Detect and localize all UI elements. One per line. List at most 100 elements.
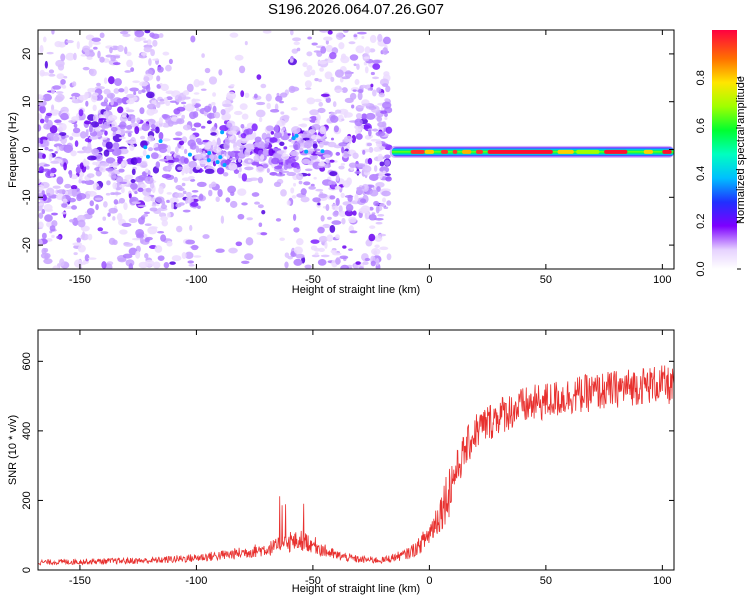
heatmap-cell <box>369 189 379 197</box>
heatmap-cell <box>307 36 312 40</box>
heatmap-cell <box>46 51 54 55</box>
y-tick-label: -10 <box>21 189 33 205</box>
heatmap-cell <box>287 133 291 136</box>
heatmap-cell <box>140 135 146 140</box>
colorbar-gradient <box>712 30 737 269</box>
heatmap-cell <box>158 186 164 195</box>
heatmap-cell <box>340 192 345 198</box>
heatmap-cell <box>142 213 149 217</box>
heatmap-cell <box>147 135 155 142</box>
heatmap-cell <box>185 239 195 245</box>
heatmap-cell <box>100 231 109 235</box>
heatmap-cell <box>266 168 270 173</box>
heatmap-cell <box>289 58 294 63</box>
heatmap-cell <box>96 185 102 191</box>
heatmap-cell <box>100 137 108 140</box>
heatmap-cell <box>348 41 356 45</box>
x-tick-label: -150 <box>69 274 91 286</box>
heatmap-cell <box>171 255 182 262</box>
heatmap-cell <box>264 143 269 148</box>
heatmap-cell <box>130 157 138 166</box>
heatmap-cell <box>124 46 128 55</box>
heatmap-cell <box>359 198 367 204</box>
heatmap-cell <box>41 209 46 215</box>
heatmap-cell <box>319 67 324 72</box>
heatmap-cell <box>149 32 155 38</box>
heatmap-cell <box>160 204 168 210</box>
colorbar-tick-label: 0.0 <box>695 261 707 276</box>
heatmap-cell <box>144 223 152 226</box>
heatmap-cell <box>99 32 105 39</box>
heatmap-cell <box>326 234 334 242</box>
heatmap-cell <box>195 107 200 112</box>
heatmap-cell <box>379 161 385 167</box>
heatmap-cell <box>103 88 111 95</box>
heatmap-cell <box>310 245 318 251</box>
heatmap-cell <box>177 166 184 171</box>
heatmap-cell <box>228 247 238 254</box>
heatmap-cell <box>71 205 78 210</box>
heatmap-cell <box>92 104 97 112</box>
heatmap-cell <box>279 92 288 98</box>
heatmap-cell <box>385 85 391 93</box>
heatmap-cell <box>143 211 150 215</box>
heatmap-cell <box>103 121 110 129</box>
heatmap-cell <box>142 149 147 157</box>
heatmap-cell <box>139 155 143 159</box>
heatmap-cell <box>166 165 173 171</box>
heatmap-cell <box>368 146 374 153</box>
heatmap-cell <box>343 135 353 143</box>
heatmap-cell <box>279 141 285 147</box>
heatmap-cell <box>254 201 260 205</box>
heatmap-cell <box>103 110 109 118</box>
colorbar-label: Normalized spectral amplitude <box>735 76 747 224</box>
heatmap-cell <box>146 91 155 99</box>
heatmap-cell <box>160 83 169 92</box>
heatmap-cell <box>368 129 372 137</box>
heatmap-cell <box>349 54 359 61</box>
heatmap-cell <box>97 50 101 59</box>
heatmap-cell <box>191 98 197 106</box>
heatmap-cell <box>365 239 373 247</box>
heatmap-cell <box>251 192 260 197</box>
heatmap-cell <box>136 157 142 164</box>
heatmap-cell <box>244 92 250 99</box>
heatmap-cell <box>275 173 286 177</box>
heatmap-cell <box>139 237 144 244</box>
heatmap-cell <box>112 216 116 221</box>
heatmap-cell <box>170 202 175 210</box>
heatmap-cell <box>43 164 50 167</box>
heatmap-cell <box>206 112 216 119</box>
spectrogram-ylabel: Frequency (Hz) <box>7 112 19 188</box>
heatmap-cell <box>90 121 100 128</box>
heatmap-cell <box>144 259 155 267</box>
heatmap-cell <box>356 31 367 35</box>
heatmap-cell <box>291 136 296 141</box>
heatmap-cell <box>317 226 325 234</box>
heatmap-cell <box>48 148 54 152</box>
heatmap-cell <box>344 70 353 78</box>
heatmap-cell <box>120 187 125 194</box>
heatmap-cell <box>130 182 138 190</box>
heatmap-cell <box>128 217 138 224</box>
heatmap-cell <box>119 229 128 235</box>
heatmap-cell <box>187 139 196 147</box>
heatmap-cell <box>237 213 245 220</box>
heatmap-cell <box>258 222 263 227</box>
heatmap-cell <box>357 89 364 93</box>
heatmap-cell <box>210 181 217 188</box>
heatmap-cell <box>76 150 87 154</box>
heatmap-cell <box>176 118 185 125</box>
x-tick-label: -100 <box>185 575 207 587</box>
heatmap-cell <box>225 197 231 203</box>
heatmap-cell <box>140 183 147 189</box>
heatmap-cell <box>174 94 183 103</box>
heatmap-cell <box>230 83 235 87</box>
heatmap-cell <box>239 103 248 111</box>
heatmap-cell <box>84 49 90 56</box>
heatmap-hotspot <box>441 149 449 154</box>
heatmap-cell <box>161 113 169 119</box>
heatmap-cell <box>181 252 187 260</box>
heatmap-cell <box>275 95 283 102</box>
